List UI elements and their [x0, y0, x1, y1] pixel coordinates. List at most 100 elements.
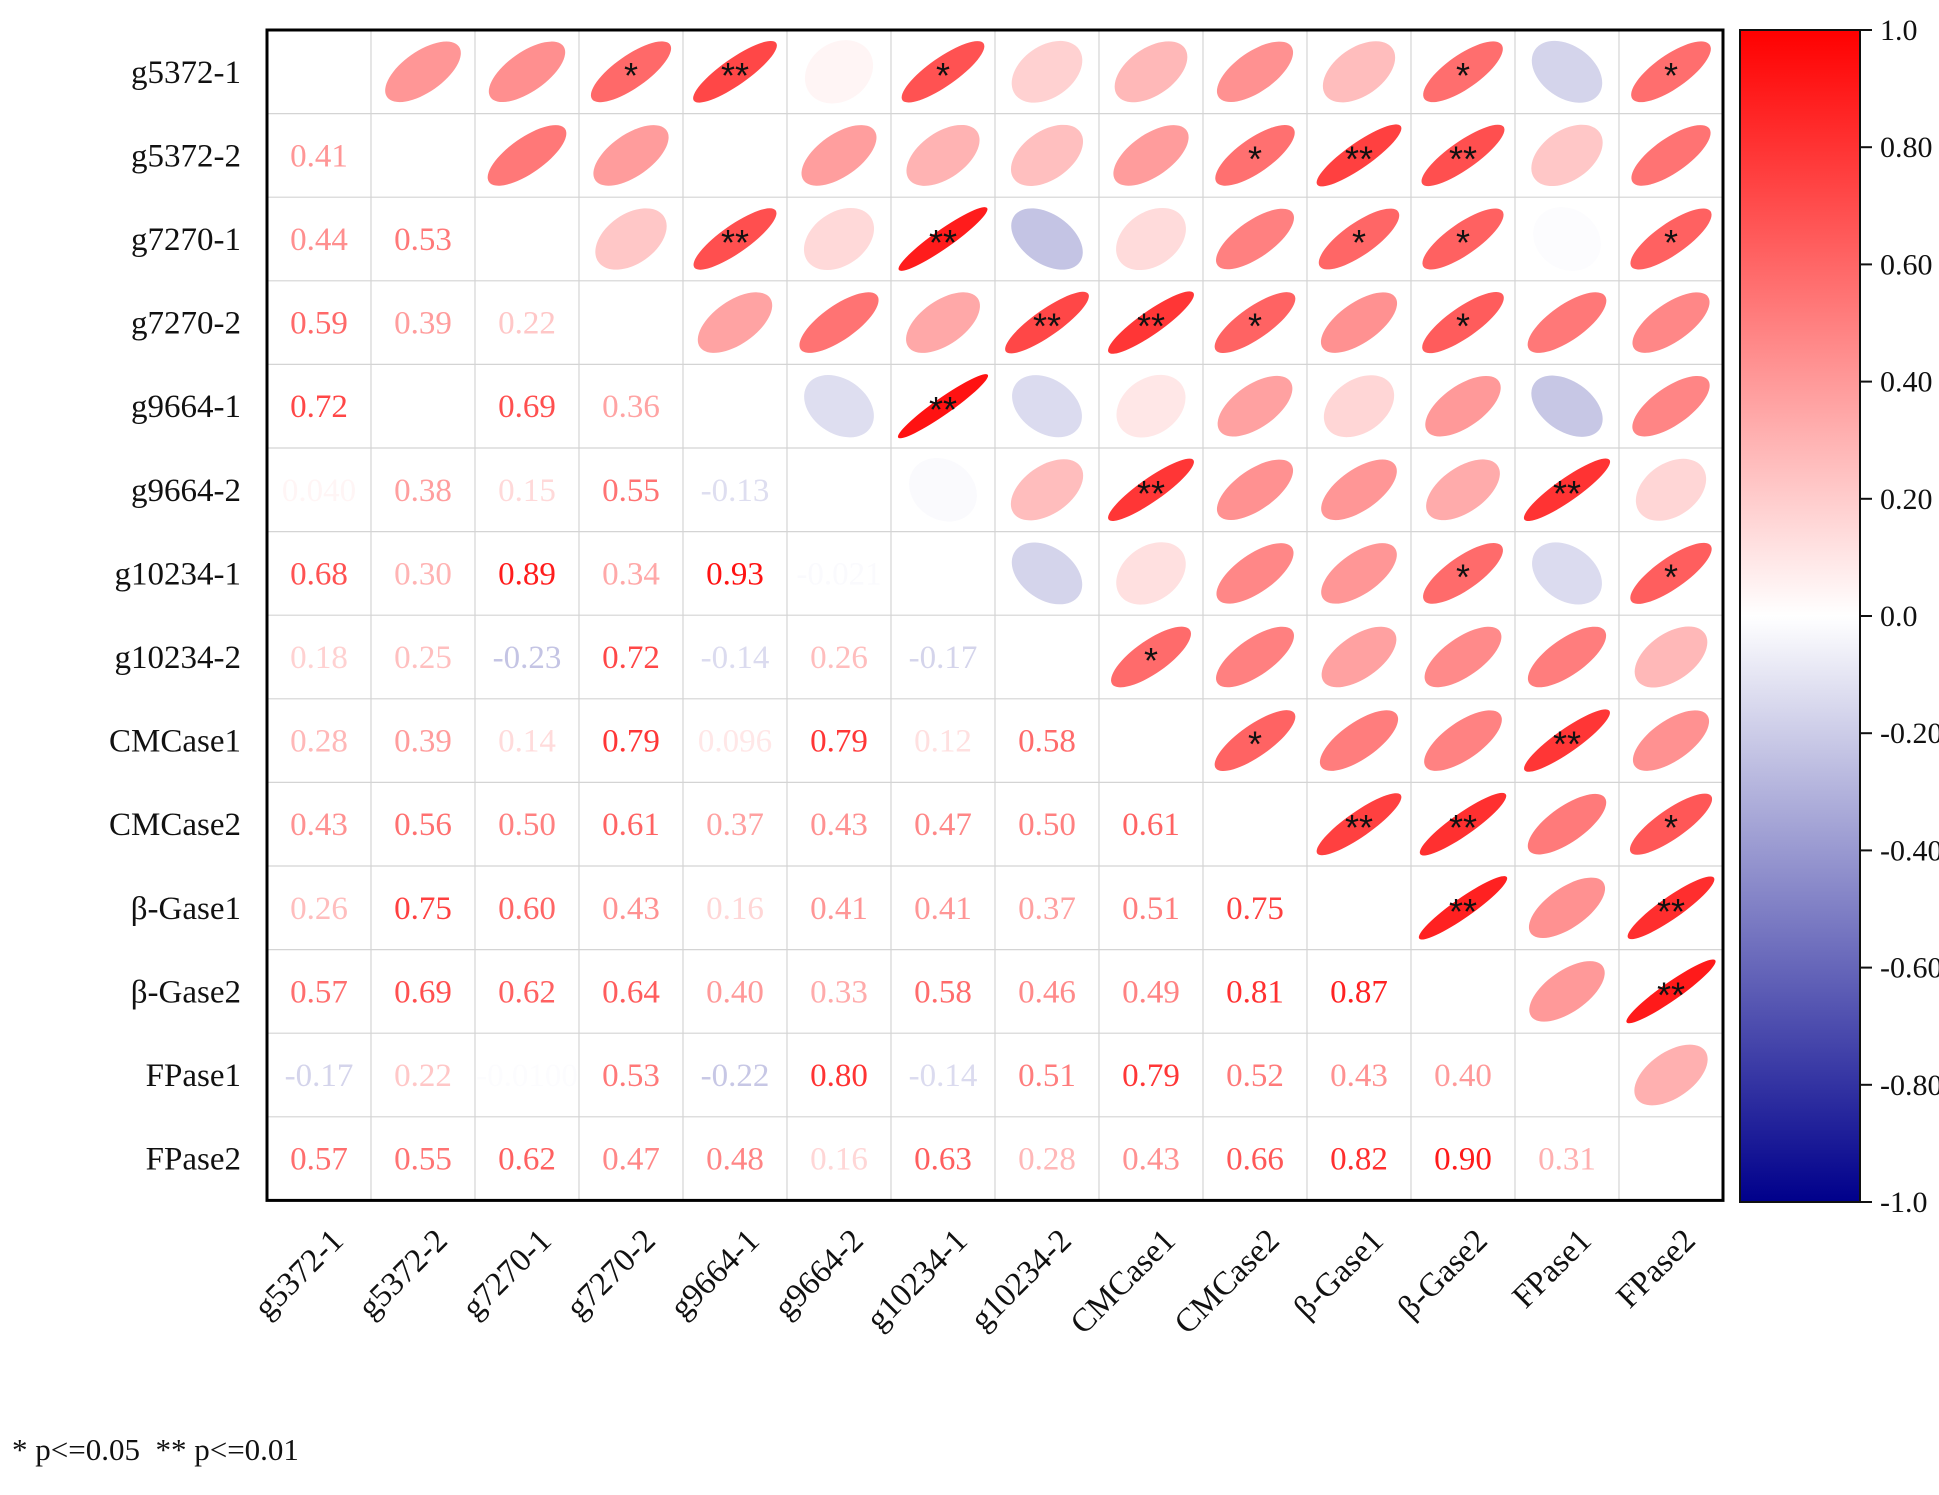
- ellipse-g9664-1-β-Gase2: [1425, 375, 1501, 437]
- colorbar-tick-label: 0.60: [1880, 248, 1933, 281]
- ellipse-β-Gase2-FPase2: [1626, 959, 1716, 1024]
- colorbar-tick-label: -0.40: [1880, 834, 1939, 867]
- significance-mark: *: [1352, 222, 1366, 263]
- ellipse-g10234-1-CMCase2: [1216, 543, 1294, 604]
- corr-value-FPase2-g9664-2: 0.16: [810, 1142, 868, 1178]
- row-label: β-Gase2: [131, 974, 241, 1010]
- significance-mark: *: [1456, 556, 1470, 597]
- corr-value-FPase1-g7270-1: -0.0100: [476, 1058, 578, 1094]
- ellipse-g9664-2-β-Gase2: [1426, 459, 1500, 521]
- column-label: g5372-1: [247, 1223, 350, 1326]
- corr-value-g10234-2-g9664-1: -0.14: [701, 640, 770, 676]
- ellipse-g7270-2-β-Gase2: [1422, 292, 1504, 354]
- significance-mark: *: [624, 55, 638, 96]
- ellipse-g9664-2-CMCase2: [1216, 459, 1294, 521]
- ellipse-g7270-1-g7270-2: [595, 208, 667, 270]
- ellipse-g5372-2-β-Gase2: [1421, 124, 1505, 187]
- corr-value-CMCase2-g10234-2: 0.50: [1018, 807, 1076, 843]
- ellipse-g5372-1-g10234-2: [1011, 40, 1083, 103]
- ellipse-CMCase2-β-Gase2: [1419, 792, 1507, 856]
- ellipse-g7270-2-g9664-2: [799, 292, 879, 353]
- corr-value-β-Gase2-CMCase2: 0.81: [1226, 974, 1284, 1010]
- matrix-cells: * ** * * *0.41 * ** **0.44 0.53 ** ** * * *0.59 0.39 0.…: [282, 40, 1716, 1178]
- colorbar-tick-label: -1.0: [1880, 1186, 1928, 1219]
- significance-note: * p<=0.05 ** p<=0.01: [12, 1432, 299, 1467]
- corr-value-CMCase2-g5372-1: 0.43: [290, 807, 348, 843]
- ellipse-g10234-1-FPase2: [1630, 542, 1712, 604]
- significance-mark: *: [1248, 306, 1262, 347]
- ellipse-g5372-1-FPase2: [1631, 41, 1711, 103]
- corr-value-FPase2-g5372-1: 0.57: [290, 1142, 348, 1178]
- corr-value-g9664-1-g7270-1: 0.69: [498, 389, 556, 425]
- ellipse-g9664-1-g10234-1: [897, 374, 989, 439]
- corr-value-g9664-1-g5372-1: 0.72: [290, 389, 348, 425]
- corr-value-g10234-1-g5372-2: 0.30: [394, 556, 452, 592]
- corr-value-FPase2-g10234-1: 0.63: [914, 1142, 972, 1178]
- corr-value-CMCase1-g9664-2: 0.79: [810, 724, 868, 760]
- ellipse-g7270-2-FPase1: [1527, 292, 1607, 353]
- corr-value-g5372-2-g5372-1: 0.41: [290, 138, 348, 174]
- corr-value-g10234-1-g9664-2: -0.021: [796, 556, 881, 592]
- corr-value-g7270-1-g5372-1: 0.44: [290, 222, 348, 258]
- corr-value-CMCase1-g7270-1: 0.14: [498, 724, 556, 760]
- ellipse-g9664-2-β-Gase1: [1321, 459, 1397, 521]
- column-label: g10234-1: [860, 1223, 975, 1338]
- corr-value-CMCase1-g10234-1: 0.12: [914, 724, 972, 760]
- column-label: CMCase1: [1064, 1223, 1183, 1342]
- ellipse-g9664-2-g10234-1: [909, 458, 977, 522]
- corr-value-CMCase1-g7270-2: 0.79: [602, 724, 660, 760]
- column-label: g9664-2: [767, 1223, 870, 1326]
- significance-mark: *: [1248, 724, 1262, 765]
- row-label: g7270-1: [131, 222, 241, 258]
- corr-value-β-Gase2-g5372-1: 0.57: [290, 974, 348, 1010]
- corr-value-g10234-2-g7270-1: -0.23: [493, 640, 562, 676]
- ellipse-β-Gase1-FPase2: [1627, 876, 1715, 940]
- corr-value-g9664-2-g7270-1: 0.15: [498, 473, 556, 509]
- ellipse-g7270-2-g10234-2: [1005, 291, 1089, 354]
- corr-value-g9664-1-g7270-2: 0.36: [602, 389, 660, 425]
- column-label: g9664-1: [663, 1223, 766, 1326]
- significance-mark: *: [1664, 807, 1678, 848]
- corr-value-CMCase2-g9664-1: 0.37: [706, 807, 764, 843]
- corr-value-CMCase1-g5372-2: 0.39: [394, 724, 452, 760]
- ellipse-g5372-1-g7270-2: [590, 41, 672, 103]
- significance-mark: *: [1456, 222, 1470, 263]
- column-label: β-Gase1: [1287, 1223, 1390, 1326]
- ellipse-g9664-1-CMCase2: [1217, 375, 1293, 437]
- column-label: CMCase2: [1168, 1223, 1287, 1342]
- ellipse-g10234-2-β-Gase1: [1321, 626, 1397, 688]
- ellipse-g10234-1-CMCase1: [1116, 542, 1186, 605]
- column-label: β-Gase2: [1391, 1223, 1494, 1326]
- corr-value-β-Gase1-g9664-1: 0.16: [706, 891, 764, 927]
- ellipse-g10234-2-CMCase1: [1111, 626, 1191, 688]
- ellipse-g5372-2-g10234-2: [1010, 124, 1084, 186]
- ellipse-g5372-1-CMCase1: [1114, 41, 1188, 103]
- corr-value-FPase1-CMCase2: 0.52: [1226, 1058, 1284, 1094]
- ellipse-g5372-2-CMCase1: [1113, 125, 1189, 186]
- significance-mark: **: [1553, 724, 1581, 765]
- ellipse-g10234-2-β-Gase2: [1424, 626, 1502, 688]
- significance-mark: *: [1664, 222, 1678, 263]
- ellipse-g7270-2-β-Gase1: [1320, 292, 1398, 353]
- ellipse-g9664-1-FPase2: [1632, 375, 1710, 437]
- corr-value-β-Gase1-CMCase1: 0.51: [1122, 891, 1180, 927]
- ellipse-g10234-2-FPase2: [1634, 626, 1708, 688]
- corr-value-FPase2-g7270-1: 0.62: [498, 1142, 556, 1178]
- ellipse-CMCase1-FPase1: [1524, 709, 1610, 772]
- ellipse-FPase1-FPase2: [1634, 1044, 1708, 1106]
- ellipse-CMCase1-β-Gase2: [1424, 710, 1502, 771]
- significance-mark: **: [721, 55, 749, 96]
- ellipse-g5372-2-g10234-1: [906, 124, 980, 186]
- ellipse-g9664-1-CMCase1: [1116, 374, 1186, 438]
- ellipse-g7270-2-g10234-1: [906, 292, 980, 353]
- corr-value-g9664-2-g7270-2: 0.55: [602, 473, 660, 509]
- ellipse-g5372-1-g7270-1: [488, 41, 566, 103]
- corr-value-CMCase2-g10234-1: 0.47: [914, 807, 972, 843]
- row-label: CMCase1: [109, 724, 241, 760]
- significance-mark: *: [1664, 556, 1678, 597]
- corr-value-FPase2-g10234-2: 0.28: [1018, 1142, 1076, 1178]
- ellipse-CMCase1-FPase2: [1632, 710, 1710, 771]
- ellipse-g5372-2-CMCase2: [1215, 125, 1295, 186]
- significance-mark: *: [1456, 306, 1470, 347]
- row-labels: g5372-1 g5372-2 g7270-1 g7270-2 g9664-1 g9664…: [109, 55, 241, 1178]
